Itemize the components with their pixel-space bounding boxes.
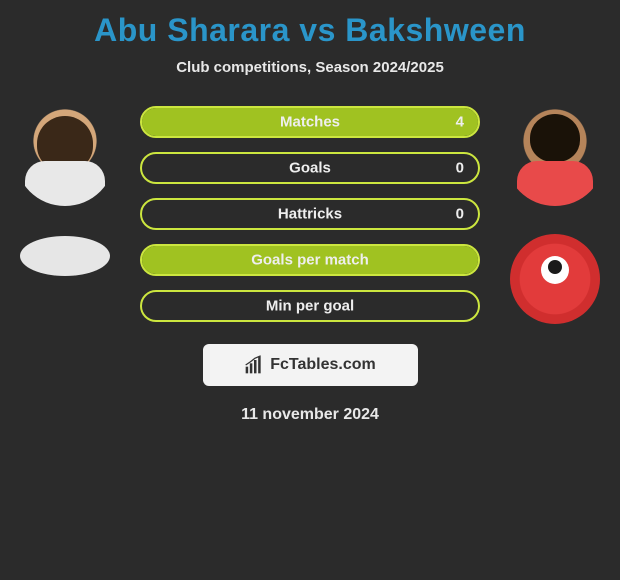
left-player-col xyxy=(10,106,120,276)
stat-bar-label: Min per goal xyxy=(266,298,354,315)
stats-bars: Matches 4 Goals 0 Hattricks 0 Goals per match M… xyxy=(140,106,480,322)
stat-bar-label: Matches xyxy=(280,114,340,131)
stat-bar-label: Hattricks xyxy=(278,206,342,223)
stat-bar: Min per goal xyxy=(140,290,480,322)
watermark-text: FcTables.com xyxy=(270,356,376,374)
comparison-panel: Matches 4 Goals 0 Hattricks 0 Goals per match M… xyxy=(0,106,620,322)
stat-bar: Matches 4 xyxy=(140,106,480,138)
player-1-club-badge xyxy=(20,236,110,276)
stat-bar-value: 0 xyxy=(456,160,464,177)
player-2-club-badge xyxy=(510,234,600,324)
right-player-col xyxy=(500,106,610,324)
player-2-photo xyxy=(505,106,605,206)
stat-bar-label: Goals per match xyxy=(251,252,369,269)
stat-bar: Goals per match xyxy=(140,244,480,276)
stat-bar: Goals 0 xyxy=(140,152,480,184)
stat-bar-value: 0 xyxy=(456,206,464,223)
watermark: FcTables.com xyxy=(203,344,418,386)
stat-bar: Hattricks 0 xyxy=(140,198,480,230)
stat-bar-value: 4 xyxy=(456,114,464,131)
player-1-photo xyxy=(15,106,115,206)
page-title: Abu Sharara vs Bakshween xyxy=(0,0,620,49)
subtitle: Club competitions, Season 2024/2025 xyxy=(0,59,620,76)
chart-icon xyxy=(244,355,264,375)
stat-bar-label: Goals xyxy=(289,160,331,177)
footer-date: 11 november 2024 xyxy=(0,406,620,424)
